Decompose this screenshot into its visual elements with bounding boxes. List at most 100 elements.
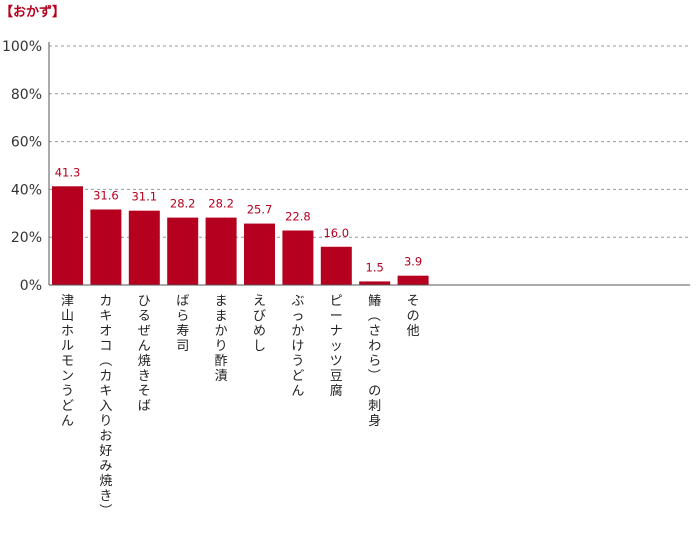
bar (52, 186, 83, 285)
category-char: ピ (330, 294, 343, 309)
y-axis-ticks: 0% 20% 40% 60% 80% 100% (2, 39, 42, 294)
category-char: ら (176, 309, 189, 324)
category-char: 入 (99, 399, 112, 414)
category-char: 漬 (215, 369, 228, 384)
category-labels: 津山ホルモンうどんカキオコ（カキ入りお好み焼き）ひるぜん焼きそばばら寿司ままかり… (61, 293, 420, 517)
value-label: 25.7 (247, 203, 273, 217)
category-char: お (99, 429, 112, 444)
category-char: 豆 (330, 369, 343, 384)
category-char: か (215, 324, 228, 339)
category-char: ら (368, 354, 381, 369)
category-char: モ (61, 354, 74, 369)
category-char: ひ (138, 294, 151, 309)
category-char: キ (99, 384, 112, 399)
category-char: き (99, 489, 112, 504)
category-char: ー (330, 309, 343, 324)
bar (205, 217, 237, 285)
category-char: ぜ (138, 324, 151, 339)
category-char: コ (99, 339, 112, 354)
category-char: う (291, 354, 304, 369)
category-char: さ (368, 324, 381, 339)
category-char: ナ (330, 324, 343, 339)
category-char: 司 (176, 339, 189, 354)
category-char: き (138, 369, 151, 384)
category-char: 焼 (99, 474, 112, 489)
category-char: （ (366, 308, 381, 321)
category-char: の (407, 309, 420, 324)
category-char: ぶ (291, 294, 304, 309)
category-char: わ (368, 339, 381, 354)
bar (282, 230, 314, 285)
category-char: ば (176, 294, 189, 309)
category-label: その他 (407, 294, 420, 339)
bar (128, 210, 160, 285)
category-char: そ (138, 384, 151, 399)
category-char: え (253, 294, 266, 309)
category-char: ツ (330, 354, 343, 369)
value-label: 3.9 (404, 255, 422, 269)
y-tick-label: 0% (20, 278, 42, 294)
chart-title: 【おかず】 (0, 4, 65, 20)
category-char: み (99, 459, 112, 474)
category-char: ん (138, 339, 151, 354)
category-char: ン (61, 369, 74, 384)
category-char: め (253, 324, 266, 339)
category-char: し (253, 339, 266, 354)
bars (52, 186, 429, 285)
category-char: （ (97, 353, 112, 366)
category-char: 津 (61, 294, 74, 309)
bar (90, 209, 122, 285)
value-label: 16.0 (323, 226, 349, 240)
y-tick-label: 20% (11, 230, 42, 246)
grid-lines (49, 45, 690, 238)
category-char: 鰆 (368, 293, 381, 309)
value-label: 22.8 (285, 210, 311, 224)
category-char: 身 (368, 413, 381, 429)
value-label: 1.5 (366, 260, 384, 274)
category-char: ま (215, 294, 228, 309)
category-char: オ (99, 324, 112, 339)
category-char: 酢 (215, 354, 228, 369)
category-char: 他 (407, 324, 420, 339)
y-tick-label: 60% (11, 135, 42, 151)
y-tick-label: 100% (2, 39, 42, 55)
value-labels: 41.3 31.6 31.1 28.2 28.2 25.7 22.8 16.0 1.5 3.9 (55, 165, 423, 274)
y-tick-label: 40% (11, 182, 42, 198)
y-tick-label: 80% (11, 87, 42, 103)
category-char: ル (61, 339, 74, 354)
category-char: ッ (330, 339, 343, 354)
category-char: ） (97, 503, 112, 516)
category-char: ん (61, 414, 74, 429)
category-label: 鰆（ さわら） の刺身 (366, 293, 382, 429)
category-char: ） (366, 368, 381, 381)
category-char: か (291, 324, 304, 339)
category-char: っ (291, 309, 304, 324)
category-char: ば (138, 399, 151, 414)
category-char: 山 (61, 309, 74, 324)
category-char: そ (407, 294, 420, 309)
category-char: う (61, 384, 74, 399)
bar (359, 281, 391, 285)
category-char: カ (99, 369, 112, 384)
category-char: カ (99, 294, 112, 309)
category-char: 好 (99, 444, 112, 459)
value-label: 41.3 (55, 165, 81, 179)
category-char: 腐 (330, 384, 343, 399)
category-char: ど (61, 399, 74, 414)
category-char: け (291, 339, 304, 354)
bar (397, 275, 429, 285)
category-char: び (253, 309, 266, 324)
category-char: キ (99, 309, 112, 324)
category-char: 焼 (138, 354, 151, 369)
bar (320, 246, 352, 285)
bar (244, 223, 275, 285)
category-char: ま (215, 309, 228, 324)
category-char: ホ (61, 324, 74, 339)
